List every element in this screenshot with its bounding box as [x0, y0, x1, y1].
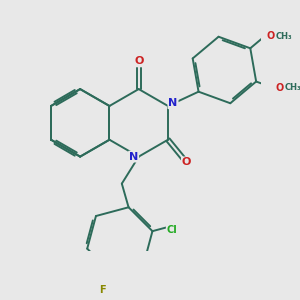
- Text: F: F: [100, 286, 106, 296]
- Text: CH₃: CH₃: [275, 32, 292, 41]
- Text: N: N: [129, 152, 138, 162]
- Text: O: O: [134, 56, 143, 66]
- Text: Cl: Cl: [167, 225, 177, 235]
- Text: O: O: [266, 31, 275, 41]
- Text: O: O: [275, 83, 284, 93]
- Text: CH₃: CH₃: [284, 83, 300, 92]
- Text: N: N: [168, 98, 178, 108]
- Text: O: O: [182, 158, 191, 167]
